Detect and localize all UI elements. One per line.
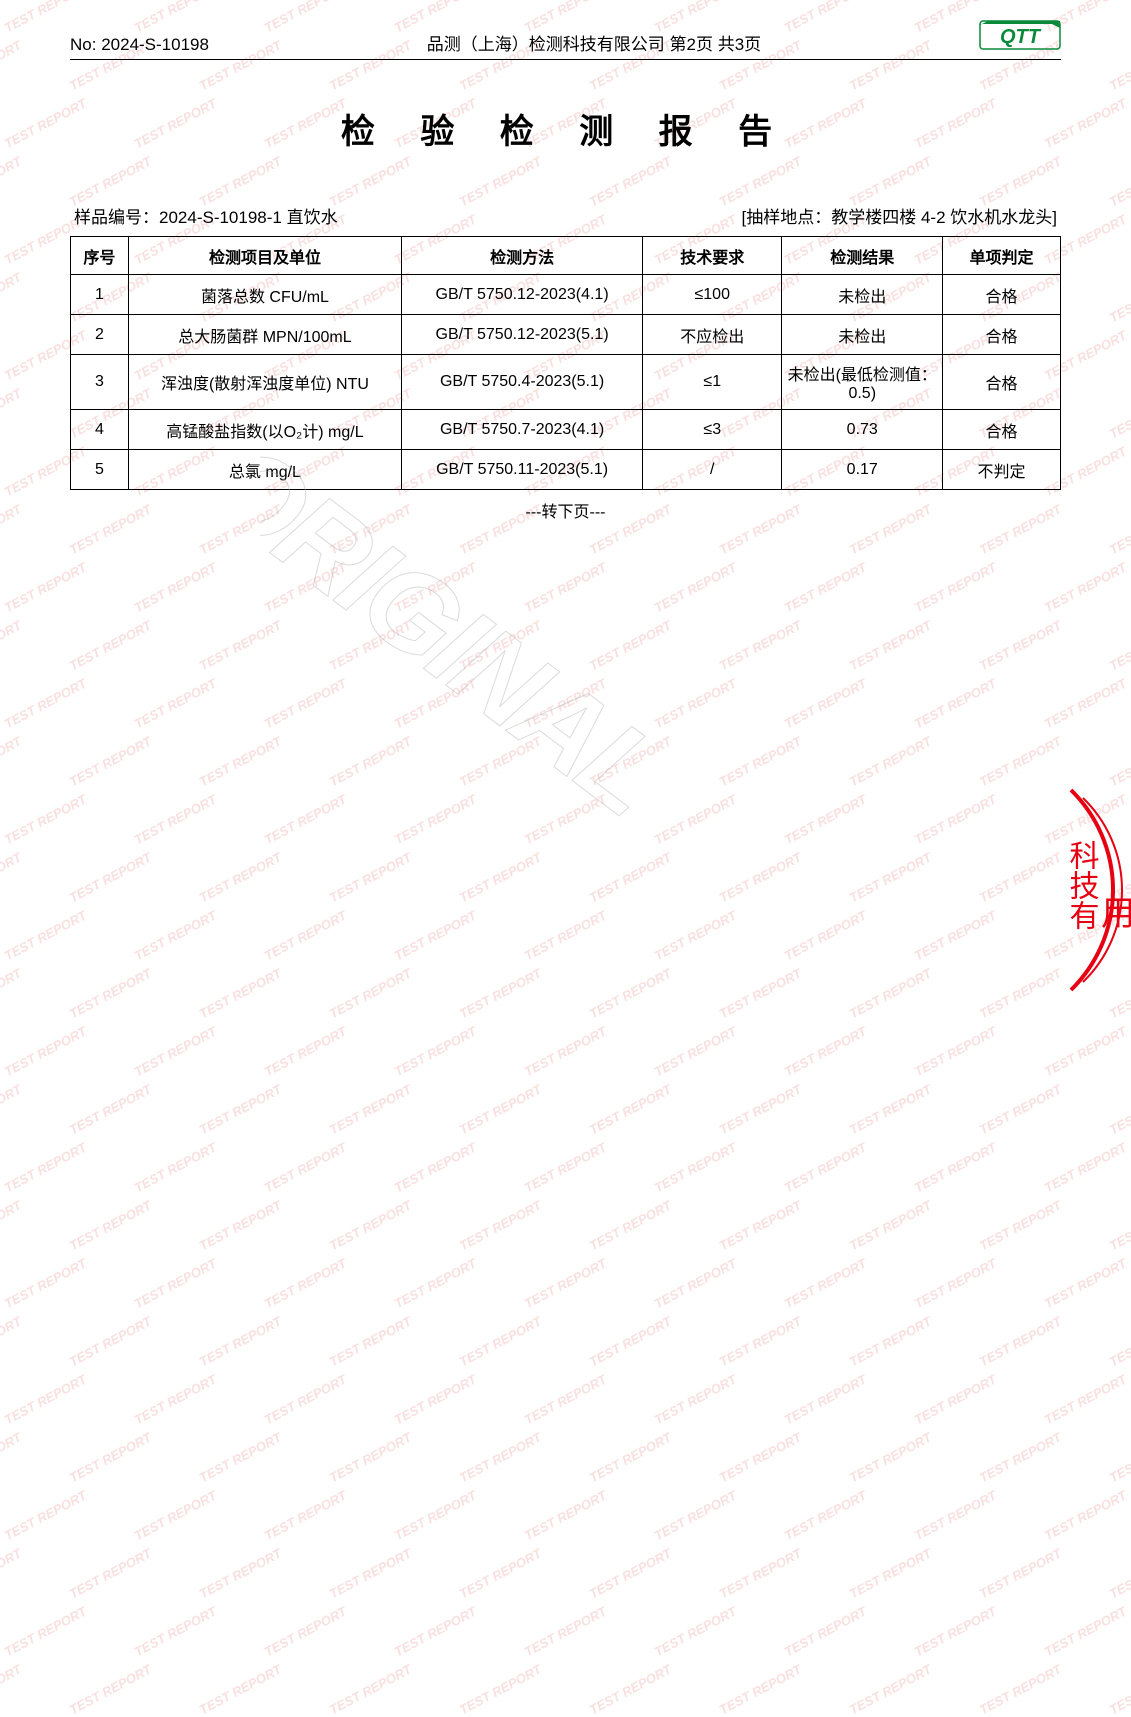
sampling-location: [抽样地点：教学楼四楼 4-2 饮水机水龙头] [742, 203, 1057, 228]
page-header: No: 2024-S-10198 品测（上海）检测科技有限公司 第2页 共3页 … [70, 20, 1061, 60]
table-cell: / [643, 450, 782, 490]
table-cell: 未检出 [782, 275, 943, 315]
table-cell: 3 [71, 355, 129, 410]
table-cell: 未检出(最低检测值：0.5) [782, 355, 943, 410]
watermark-text: TEST REPORT [782, 1604, 869, 1660]
table-cell: 5 [71, 450, 129, 490]
table-cell: 0.73 [782, 410, 943, 450]
table-header-cell: 单项判定 [943, 237, 1061, 275]
table-cell: 合格 [943, 410, 1061, 450]
continued-indicator: ---转下页--- [70, 498, 1061, 522]
table-cell: GB/T 5750.12-2023(4.1) [402, 275, 643, 315]
doc-no-value: 2024-S-10198 [101, 35, 209, 54]
table-cell: 高锰酸盐指数(以O₂计) mg/L [128, 410, 401, 450]
table-cell: 4 [71, 410, 129, 450]
table-cell: GB/T 5750.12-2023(5.1) [402, 315, 643, 355]
table-cell: 不判定 [943, 450, 1061, 490]
watermark-text: TEST REPORT [587, 1662, 674, 1717]
table-cell: GB/T 5750.4-2023(5.1) [402, 355, 643, 410]
table-cell: 菌落总数 CFU/mL [128, 275, 401, 315]
table-cell: 合格 [943, 315, 1061, 355]
table-header-cell: 检测结果 [782, 237, 943, 275]
sample-info: 样品编号：2024-S-10198-1 直饮水 [74, 203, 338, 228]
table-header-cell: 序号 [71, 237, 129, 275]
watermark-text: TEST REPORT [1107, 1662, 1131, 1717]
watermark-text: TEST REPORT [327, 1662, 414, 1717]
table-cell: 浑浊度(散射浑浊度单位) NTU [128, 355, 401, 410]
watermark-text: TEST REPORT [912, 1604, 999, 1660]
table-cell: 总氯 mg/L [128, 450, 401, 490]
watermark-text: TEST REPORT [262, 1604, 349, 1660]
watermark-text: TEST REPORT [457, 1662, 544, 1717]
table-header-row: 序号检测项目及单位检测方法技术要求检测结果单项判定 [71, 237, 1061, 275]
watermark-text: TEST REPORT [847, 1662, 934, 1717]
watermark-text: TEST REPORT [197, 1662, 284, 1717]
watermark-text: TEST REPORT [522, 1604, 609, 1660]
logo: QTT [979, 20, 1061, 55]
watermark-text: TEST REPORT [2, 1604, 89, 1660]
table-cell: ≤1 [643, 355, 782, 410]
table-cell: ≤3 [643, 410, 782, 450]
table-cell: 2 [71, 315, 129, 355]
table-cell: GB/T 5750.7-2023(4.1) [402, 410, 643, 450]
watermark-text: TEST REPORT [67, 1662, 154, 1717]
doc-no-label: No: [70, 35, 96, 54]
table-cell: 总大肠菌群 MPN/100mL [128, 315, 401, 355]
table-header-cell: 技术要求 [643, 237, 782, 275]
table-row: 4高锰酸盐指数(以O₂计) mg/LGB/T 5750.7-2023(4.1)≤… [71, 410, 1061, 450]
table-cell: 合格 [943, 275, 1061, 315]
table-cell: 合格 [943, 355, 1061, 410]
watermark-text: TEST REPORT [392, 1604, 479, 1660]
logo-text: QTT [1000, 26, 1042, 48]
table-cell: 不应检出 [643, 315, 782, 355]
sample-no: 2024-S-10198-1 直饮水 [159, 208, 338, 227]
table-cell: 0.17 [782, 450, 943, 490]
table-cell: GB/T 5750.11-2023(5.1) [402, 450, 643, 490]
table-cell: ≤100 [643, 275, 782, 315]
table-head: 序号检测项目及单位检测方法技术要求检测结果单项判定 [71, 237, 1061, 275]
doc-number: No: 2024-S-10198 [70, 35, 209, 55]
results-table: 序号检测项目及单位检测方法技术要求检测结果单项判定 1菌落总数 CFU/mLGB… [70, 236, 1061, 490]
report-page: No: 2024-S-10198 品测（上海）检测科技有限公司 第2页 共3页 … [0, 0, 1131, 1600]
table-row: 2总大肠菌群 MPN/100mLGB/T 5750.12-2023(5.1)不应… [71, 315, 1061, 355]
watermark-text: TEST REPORT [0, 1662, 24, 1717]
table-header-cell: 检测项目及单位 [128, 237, 401, 275]
table-row: 1菌落总数 CFU/mLGB/T 5750.12-2023(4.1)≤100未检… [71, 275, 1061, 315]
company-page-info: 品测（上海）检测科技有限公司 第2页 共3页 [427, 30, 761, 55]
sample-meta: 样品编号：2024-S-10198-1 直饮水 [抽样地点：教学楼四楼 4-2 … [70, 203, 1061, 228]
table-row: 5总氯 mg/LGB/T 5750.11-2023(5.1)/0.17不判定 [71, 450, 1061, 490]
watermark-text: TEST REPORT [717, 1662, 804, 1717]
table-body: 1菌落总数 CFU/mLGB/T 5750.12-2023(4.1)≤100未检… [71, 275, 1061, 490]
watermark-text: TEST REPORT [977, 1662, 1064, 1717]
table-cell: 1 [71, 275, 129, 315]
table-row: 3浑浊度(散射浑浊度单位) NTUGB/T 5750.4-2023(5.1)≤1… [71, 355, 1061, 410]
watermark-text: TEST REPORT [132, 1604, 219, 1660]
table-cell: 未检出 [782, 315, 943, 355]
sample-label: 样品编号： [74, 208, 159, 227]
watermark-text: TEST REPORT [1042, 1604, 1129, 1660]
watermark-text: TEST REPORT [652, 1604, 739, 1660]
table-header-cell: 检测方法 [402, 237, 643, 275]
report-title: 检 验 检 测 报 告 [70, 104, 1061, 153]
